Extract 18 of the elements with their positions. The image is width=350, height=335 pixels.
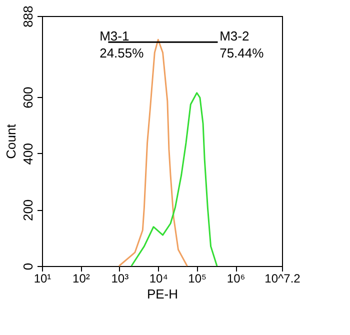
x-axis-title: PE-H [146, 286, 178, 302]
annotation: 24.55% [100, 45, 144, 60]
x-tick-label: 10³ [111, 272, 129, 286]
y-tick-label: 0 [20, 262, 36, 270]
annotation: M3-2 [220, 28, 250, 44]
x-tick-label: 10⁶ [226, 272, 246, 286]
annotation: M3-1 [100, 28, 130, 44]
y-axis-title: Count [4, 124, 18, 159]
x-tick-label: 10⁴ [149, 272, 168, 286]
y-tick-label: 400 [20, 143, 36, 165]
y-tick-label: 888 [20, 6, 36, 28]
x-tick-label: 10⁵ [188, 272, 207, 286]
y-tick-label: 600 [20, 86, 36, 108]
y-tick-label: 200 [20, 199, 36, 222]
x-tick-label: 10^7.2 [264, 272, 301, 286]
x-tick-label: 10¹ [34, 272, 52, 286]
x-tick-label: 10² [72, 272, 90, 286]
annotation: 75.44% [220, 45, 264, 60]
